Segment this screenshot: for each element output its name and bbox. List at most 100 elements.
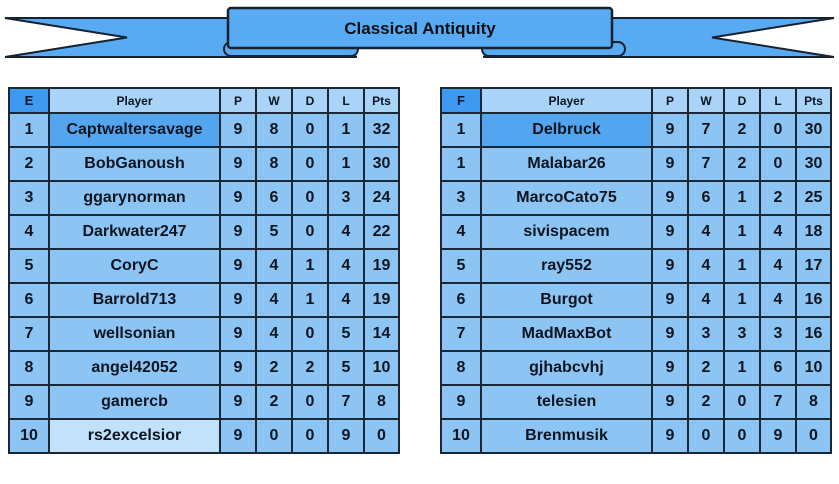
stat-cell: 19	[363, 282, 400, 318]
table-row: 7 MadMaxBot 9 3 3 3 16	[440, 316, 832, 352]
player-cell: Barrold713	[48, 282, 221, 318]
player-cell: Burgot	[480, 282, 653, 318]
stat-cell: 9	[219, 248, 257, 284]
table-row: 6 Burgot 9 4 1 4 16	[440, 282, 832, 318]
played-column-header: P	[219, 87, 257, 114]
stat-cell: 16	[795, 282, 832, 318]
stat-cell: 4	[327, 214, 365, 250]
table-row: 3 MarcoCato75 9 6 1 2 25	[440, 180, 832, 216]
stat-cell: 25	[795, 180, 832, 216]
stat-cell: 4	[759, 282, 797, 318]
stat-cell: 10	[795, 350, 832, 386]
header-row: F Player P W D L Pts	[440, 87, 832, 114]
rank-cell: 4	[8, 214, 50, 250]
table-row: 8 gjhabcvhj 9 2 1 6 10	[440, 350, 832, 386]
player-column-header: Player	[480, 87, 653, 114]
stat-cell: 6	[255, 180, 293, 216]
stat-cell: 9	[219, 350, 257, 386]
table-row: 1 Captwaltersavage 9 8 0 1 32	[8, 112, 400, 148]
stat-cell: 4	[759, 214, 797, 250]
points-column-header: Pts	[795, 87, 832, 114]
stat-cell: 4	[255, 282, 293, 318]
ribbon-gap	[357, 47, 483, 61]
stat-cell: 7	[759, 384, 797, 420]
losses-column-header: L	[327, 87, 365, 114]
stat-cell: 9	[651, 418, 689, 454]
points-column-header: Pts	[363, 87, 400, 114]
rank-cell: 8	[440, 350, 482, 386]
stat-cell: 14	[363, 316, 400, 352]
rank-cell: 8	[8, 350, 50, 386]
player-cell: MarcoCato75	[480, 180, 653, 216]
stat-cell: 1	[327, 112, 365, 148]
stat-cell: 1	[291, 248, 329, 284]
stat-cell: 19	[363, 248, 400, 284]
stat-cell: 9	[651, 180, 689, 216]
stat-cell: 9	[219, 316, 257, 352]
stat-cell: 2	[687, 384, 725, 420]
stat-cell: 17	[795, 248, 832, 284]
stat-cell: 0	[363, 418, 400, 454]
stat-cell: 0	[723, 384, 761, 420]
stat-cell: 9	[327, 418, 365, 454]
stat-cell: 4	[255, 316, 293, 352]
stat-cell: 0	[795, 418, 832, 454]
stat-cell: 30	[795, 112, 832, 148]
player-cell: Brenmusik	[480, 418, 653, 454]
stat-cell: 4	[327, 248, 365, 284]
player-cell: Darkwater247	[48, 214, 221, 250]
rank-cell: 10	[440, 418, 482, 454]
rank-cell: 9	[8, 384, 50, 420]
stat-cell: 7	[327, 384, 365, 420]
stat-cell: 8	[795, 384, 832, 420]
stat-cell: 7	[687, 112, 725, 148]
player-cell: Delbruck	[480, 112, 653, 148]
stat-cell: 7	[687, 146, 725, 182]
stat-cell: 9	[651, 350, 689, 386]
rank-cell: 10	[8, 418, 50, 454]
stat-cell: 0	[723, 418, 761, 454]
banner-title: Classical Antiquity	[344, 19, 496, 38]
stat-cell: 9	[651, 214, 689, 250]
stat-cell: 9	[651, 282, 689, 318]
stat-cell: 3	[759, 316, 797, 352]
table-row: 7 wellsonian 9 4 0 5 14	[8, 316, 400, 352]
rank-cell: 6	[8, 282, 50, 318]
stat-cell: 1	[723, 282, 761, 318]
stat-cell: 9	[651, 112, 689, 148]
stat-cell: 4	[687, 248, 725, 284]
table-row: 1 Delbruck 9 7 2 0 30	[440, 112, 832, 148]
player-cell: gamercb	[48, 384, 221, 420]
draws-column-header: D	[723, 87, 761, 114]
table-row: 6 Barrold713 9 4 1 4 19	[8, 282, 400, 318]
rank-cell: 1	[440, 112, 482, 148]
stat-cell: 9	[219, 146, 257, 182]
losses-column-header: L	[759, 87, 797, 114]
stat-cell: 1	[723, 180, 761, 216]
stat-cell: 5	[327, 350, 365, 386]
stat-cell: 2	[759, 180, 797, 216]
stat-cell: 2	[723, 112, 761, 148]
stat-cell: 22	[363, 214, 400, 250]
stat-cell: 1	[291, 282, 329, 318]
table-row: 10 Brenmusik 9 0 0 9 0	[440, 418, 832, 454]
stat-cell: 6	[759, 350, 797, 386]
group-letter-header: E	[8, 87, 50, 114]
stat-cell: 3	[327, 180, 365, 216]
stat-cell: 0	[291, 112, 329, 148]
player-column-header: Player	[48, 87, 221, 114]
rank-cell: 7	[440, 316, 482, 352]
rank-cell: 6	[440, 282, 482, 318]
table-row: 5 CoryC 9 4 1 4 19	[8, 248, 400, 284]
stat-cell: 4	[327, 282, 365, 318]
played-column-header: P	[651, 87, 689, 114]
rank-cell: 7	[8, 316, 50, 352]
stat-cell: 1	[327, 146, 365, 182]
player-cell: telesien	[480, 384, 653, 420]
stat-cell: 1	[723, 350, 761, 386]
table-row: 4 Darkwater247 9 5 0 4 22	[8, 214, 400, 250]
stat-cell: 0	[255, 418, 293, 454]
player-cell: CoryC	[48, 248, 221, 284]
stat-cell: 8	[255, 146, 293, 182]
ribbon-title-box	[226, 6, 614, 50]
